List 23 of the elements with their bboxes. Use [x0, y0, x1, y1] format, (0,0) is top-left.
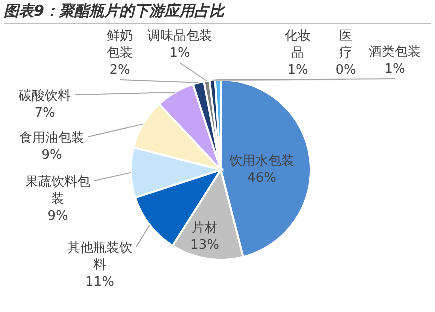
- data-label: 2%: [110, 63, 130, 78]
- data-label: 7%: [34, 106, 56, 121]
- data-label: 1%: [384, 62, 406, 77]
- data-label: 13%: [190, 238, 220, 253]
- slice-label: 化妆品: [285, 29, 311, 61]
- slice-label: 鲜奶包装: [107, 29, 133, 61]
- data-label: 46%: [248, 171, 276, 186]
- slice-label: 调味品包装: [148, 29, 212, 44]
- slice-label: 碳酸饮料: [18, 89, 71, 104]
- chart-title: 图表9：聚酯瓶片的下游应用占比: [4, 2, 431, 24]
- slice-label: 饮用水包装: [228, 154, 294, 169]
- category-label: 医疗: [340, 29, 352, 61]
- data-label: 11%: [86, 275, 114, 290]
- slice-label: 果蔬饮料包装: [26, 175, 90, 207]
- slice-label: 片材: [192, 221, 218, 236]
- data-label: 1%: [288, 63, 308, 78]
- slice-label: 食用油包装: [20, 131, 84, 146]
- data-label: 9%: [48, 209, 68, 224]
- slice-label: 其他瓶装饮料: [68, 241, 132, 273]
- data-label: 1%: [170, 46, 190, 61]
- slice-label: 酒类包装: [369, 45, 421, 60]
- data-label: 9%: [42, 148, 62, 163]
- text: 0%: [336, 63, 356, 78]
